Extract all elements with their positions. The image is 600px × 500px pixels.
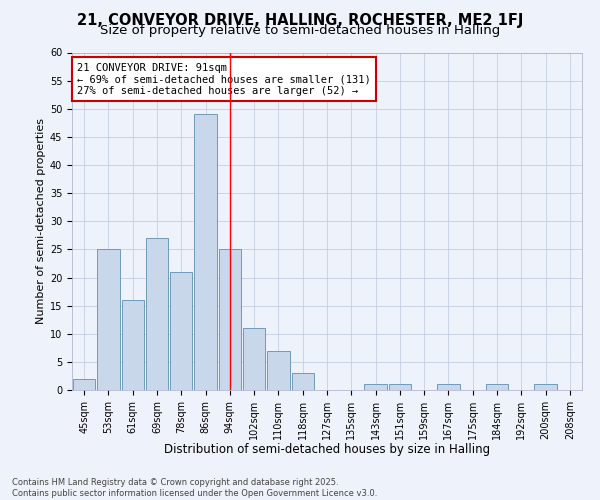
Text: 21, CONVEYOR DRIVE, HALLING, ROCHESTER, ME2 1FJ: 21, CONVEYOR DRIVE, HALLING, ROCHESTER, … (77, 12, 523, 28)
Bar (364, 384, 387, 390)
Bar (292, 373, 314, 390)
Bar (73, 379, 95, 390)
X-axis label: Distribution of semi-detached houses by size in Halling: Distribution of semi-detached houses by … (164, 444, 490, 456)
Text: 21 CONVEYOR DRIVE: 91sqm
← 69% of semi-detached houses are smaller (131)
27% of : 21 CONVEYOR DRIVE: 91sqm ← 69% of semi-d… (77, 62, 371, 96)
Bar (146, 238, 168, 390)
Bar (535, 384, 557, 390)
Bar (194, 114, 217, 390)
Bar (267, 350, 290, 390)
Bar (389, 384, 411, 390)
Bar (170, 272, 193, 390)
Bar (243, 328, 265, 390)
Text: Size of property relative to semi-detached houses in Halling: Size of property relative to semi-detach… (100, 24, 500, 37)
Bar (97, 250, 119, 390)
Bar (437, 384, 460, 390)
Bar (486, 384, 508, 390)
Bar (218, 250, 241, 390)
Bar (122, 300, 144, 390)
Text: Contains HM Land Registry data © Crown copyright and database right 2025.
Contai: Contains HM Land Registry data © Crown c… (12, 478, 377, 498)
Y-axis label: Number of semi-detached properties: Number of semi-detached properties (35, 118, 46, 324)
